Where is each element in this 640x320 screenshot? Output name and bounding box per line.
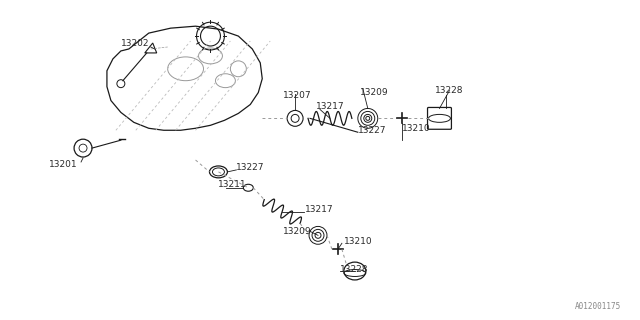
Text: 13210: 13210 [344, 237, 372, 246]
Text: 13228: 13228 [435, 86, 463, 95]
Text: 13227: 13227 [358, 126, 387, 135]
Text: 13202: 13202 [121, 38, 149, 48]
Text: 13227: 13227 [236, 164, 265, 172]
Text: A012001175: A012001175 [575, 302, 621, 311]
Text: 13228: 13228 [340, 265, 369, 274]
Text: 13211: 13211 [218, 180, 247, 189]
Text: 13217: 13217 [316, 102, 345, 111]
Text: 13209: 13209 [283, 227, 312, 236]
Text: 13217: 13217 [305, 205, 333, 214]
Text: 13201: 13201 [49, 160, 78, 170]
Text: 13207: 13207 [283, 91, 312, 100]
Text: 13210: 13210 [402, 124, 430, 133]
Text: 13209: 13209 [360, 88, 388, 97]
